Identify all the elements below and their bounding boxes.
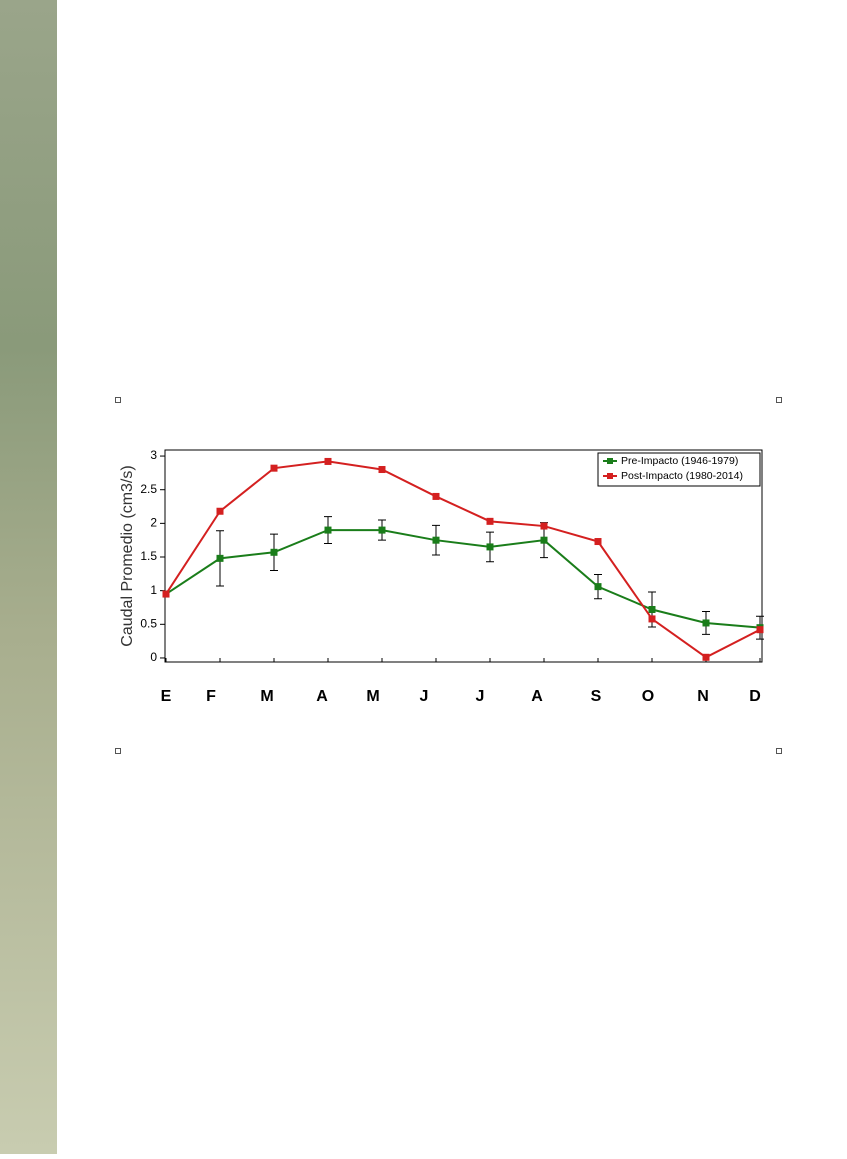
- point: [162, 590, 170, 598]
- frame-handles: [115, 397, 782, 754]
- point: [594, 583, 602, 591]
- point: [378, 526, 386, 534]
- x-tick-label: A: [531, 688, 543, 705]
- point: [594, 538, 602, 546]
- y-tick-label: 1.5: [140, 549, 157, 563]
- legend-marker: [607, 458, 613, 464]
- legend-label: Post-Impacto (1980-2014): [621, 470, 743, 482]
- x-tick-label: E: [161, 688, 172, 705]
- side-image: [0, 0, 57, 1154]
- point: [486, 517, 494, 525]
- x-tick-label: D: [749, 688, 761, 705]
- point: [378, 466, 386, 474]
- y-tick-label: 2: [150, 516, 157, 530]
- point: [486, 543, 494, 551]
- x-tick-label: S: [591, 688, 602, 705]
- legend-box: [597, 452, 761, 487]
- y-tick-label: 3: [150, 448, 157, 462]
- point: [648, 606, 656, 614]
- point: [324, 526, 332, 534]
- plot-frame: [164, 449, 763, 663]
- legend-marker: [607, 473, 613, 479]
- y-tick-label: 1: [150, 583, 157, 597]
- point: [702, 619, 710, 627]
- x-tick-label: J: [420, 688, 429, 705]
- x-tick-label: M: [260, 688, 273, 705]
- point: [540, 536, 548, 544]
- point: [702, 653, 710, 661]
- x-tick-label: J: [476, 688, 485, 705]
- point: [324, 457, 332, 465]
- y-tick-label: 0.5: [140, 616, 157, 630]
- x-tick-label: N: [697, 688, 709, 705]
- point: [270, 548, 278, 556]
- legend-label: Pre-Impacto (1946-1979): [621, 455, 738, 467]
- point: [432, 492, 440, 500]
- point: [432, 536, 440, 544]
- point: [648, 615, 656, 623]
- y-axis-label: Caudal Promedio (cm3/s): [119, 465, 136, 646]
- point: [756, 626, 764, 634]
- point: [270, 464, 278, 472]
- y-tick-label: 2.5: [140, 482, 157, 496]
- y-tick-label: 0: [150, 650, 157, 664]
- x-tick-label: A: [316, 688, 328, 705]
- point: [540, 522, 548, 530]
- point: [216, 554, 224, 562]
- x-tick-label: O: [642, 688, 654, 705]
- x-tick-label: F: [206, 688, 216, 705]
- x-tick-label: M: [366, 688, 379, 705]
- series-line: [165, 460, 761, 659]
- series-line: [165, 529, 761, 629]
- point: [216, 507, 224, 515]
